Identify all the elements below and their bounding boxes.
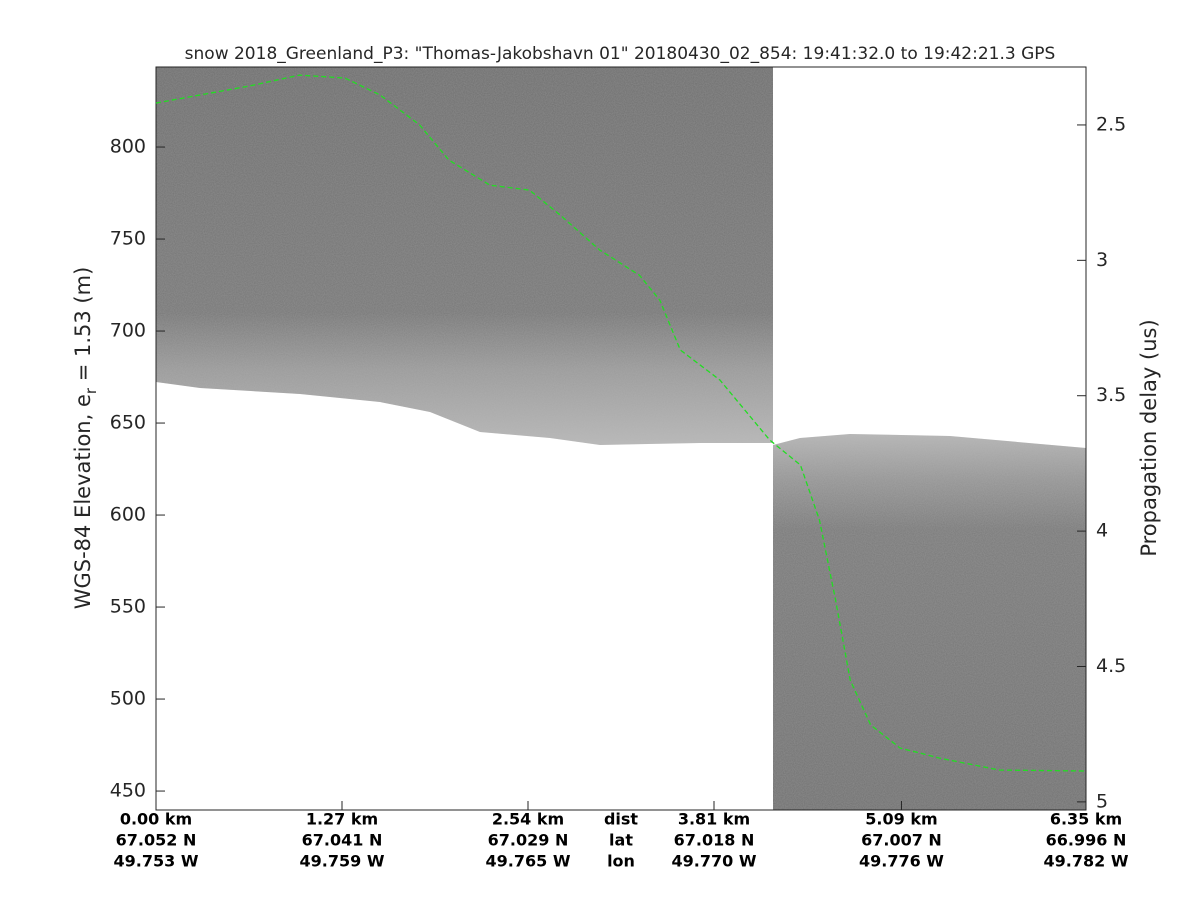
y-label-main: WGS-84 Elevation, e [71,394,95,609]
lat-label: 67.041 N [302,831,383,850]
row-label: dist [604,810,638,829]
lat-label: 67.007 N [861,831,942,850]
y2-axis-label: Propagation delay (us) [1137,319,1161,556]
lat-label: 66.996 N [1046,831,1127,850]
y-tick-label: 750 [110,228,146,250]
lon-label: 49.776 W [859,852,944,871]
lat-label: 67.018 N [674,831,755,850]
lon-label: 49.753 W [114,852,199,871]
y2-tick-label: 3 [1096,249,1108,271]
y-tick-label: 450 [110,780,146,802]
y2-tick-label: 4 [1096,520,1108,542]
y-label-sub: r [82,387,100,394]
x-tick-label: 6.35 km [1050,810,1122,829]
y-tick-label: 500 [110,688,146,710]
lon-label: 49.770 W [672,852,757,871]
y2-tick-label: 4.5 [1096,655,1126,677]
lon-label: 49.765 W [486,852,571,871]
y2-tick-label: 5 [1096,790,1108,812]
x-tick-label: 3.81 km [678,810,750,829]
y-tick-label: 600 [110,504,146,526]
y-axis-label: WGS-84 Elevation, er = 1.53 (m) [71,267,100,610]
x-tick-label: 2.54 km [492,810,564,829]
surface-line [155,74,1087,772]
y-label-rest: = 1.53 (m) [71,267,95,388]
echogram [156,67,1086,810]
y-tick-label: 650 [110,412,146,434]
y-tick-label: 550 [110,596,146,618]
plot-frame [155,66,1087,811]
row-label: lat [609,831,633,850]
y2-tick-label: 3.5 [1096,384,1126,406]
lat-label: 67.052 N [116,831,197,850]
row-label: lon [607,852,635,871]
y2-tick-label: 2.5 [1096,113,1126,135]
chart-title: snow 2018_Greenland_P3: "Thomas-Jakobsha… [185,44,1056,64]
lat-label: 67.029 N [488,831,569,850]
y-tick-label: 700 [110,320,146,342]
lon-label: 49.782 W [1044,852,1129,871]
x-tick-label: 1.27 km [306,810,378,829]
x-tick-label: 5.09 km [865,810,937,829]
x-tick-label: 0.00 km [120,810,192,829]
y-tick-label: 800 [110,136,146,158]
lon-label: 49.759 W [300,852,385,871]
